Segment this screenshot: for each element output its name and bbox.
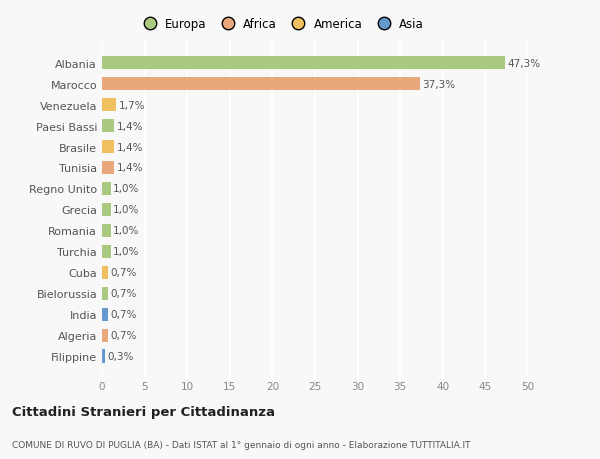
Legend: Europa, Africa, America, Asia: Europa, Africa, America, Asia	[133, 13, 428, 36]
Bar	[102, 350, 104, 364]
Bar	[102, 78, 420, 91]
Text: COMUNE DI RUVO DI PUGLIA (BA) - Dati ISTAT al 1° gennaio di ogni anno - Elaboraz: COMUNE DI RUVO DI PUGLIA (BA) - Dati IST…	[12, 441, 470, 449]
Text: 0,7%: 0,7%	[110, 330, 137, 341]
Text: 1,4%: 1,4%	[116, 121, 143, 131]
Text: 0,7%: 0,7%	[110, 268, 137, 278]
Text: 0,7%: 0,7%	[110, 289, 137, 299]
Text: 1,4%: 1,4%	[116, 163, 143, 173]
Text: 1,0%: 1,0%	[113, 247, 139, 257]
Text: 1,7%: 1,7%	[119, 101, 146, 110]
Bar	[102, 99, 116, 112]
Text: 1,4%: 1,4%	[116, 142, 143, 152]
Bar	[102, 182, 110, 196]
Bar	[102, 140, 114, 154]
Bar	[102, 308, 108, 321]
Text: 1,0%: 1,0%	[113, 205, 139, 215]
Text: Cittadini Stranieri per Cittadinanza: Cittadini Stranieri per Cittadinanza	[12, 405, 275, 419]
Bar	[102, 203, 110, 217]
Bar	[102, 245, 110, 259]
Bar	[102, 266, 108, 280]
Bar	[102, 287, 108, 301]
Text: 0,7%: 0,7%	[110, 310, 137, 319]
Text: 1,0%: 1,0%	[113, 226, 139, 236]
Bar	[102, 224, 110, 238]
Text: 1,0%: 1,0%	[113, 184, 139, 194]
Text: 47,3%: 47,3%	[508, 58, 541, 68]
Bar	[102, 119, 114, 133]
Bar	[102, 56, 505, 70]
Bar	[102, 161, 114, 175]
Bar	[102, 329, 108, 342]
Text: 0,3%: 0,3%	[107, 352, 133, 362]
Text: 37,3%: 37,3%	[422, 79, 455, 90]
